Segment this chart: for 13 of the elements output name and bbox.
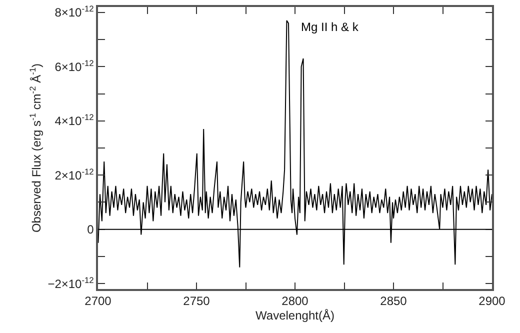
x-tick-label: 2750 (183, 294, 210, 308)
y-tick-label: 6×10$^{-12}$ (54, 58, 94, 74)
y-tick-label: 0 (87, 222, 94, 237)
y-tick-label: 8×10$^{-12}$ (54, 4, 94, 20)
x-tick-label: 2800 (282, 294, 309, 308)
x-axis-title: Wavelenght(Å) (256, 308, 334, 323)
x-tick-label: 2850 (380, 294, 408, 308)
annotation: Mg II h & k (301, 20, 360, 34)
y-tick-label: −2×10$^{-12}$ (48, 274, 94, 291)
y-tick-label: 4×10$^{-12}$ (54, 112, 94, 128)
y-tick-label: 2×10$^{-12}$ (54, 166, 94, 182)
x-tick-label: 2700 (84, 294, 112, 308)
x-tick-label: 2900 (478, 294, 506, 308)
